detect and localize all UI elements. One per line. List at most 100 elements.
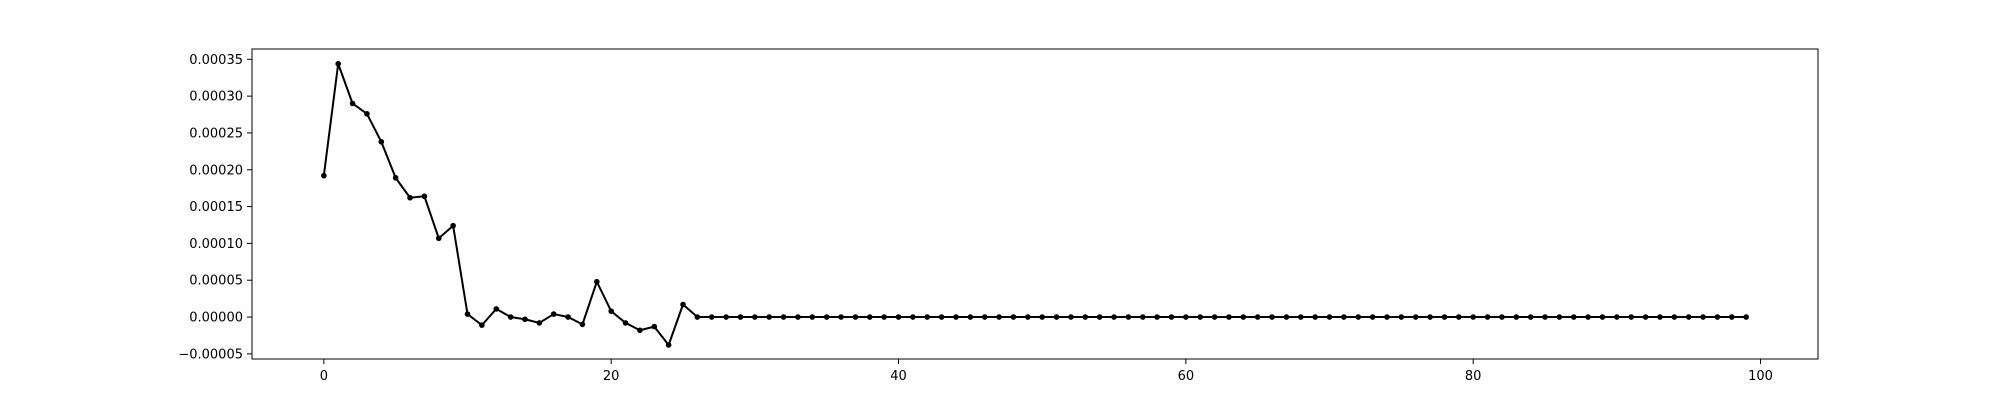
data-point bbox=[1657, 314, 1663, 320]
data-point bbox=[1139, 314, 1146, 320]
data-point bbox=[1369, 314, 1376, 320]
data-point bbox=[1269, 314, 1275, 320]
data-point bbox=[364, 110, 370, 117]
data-point bbox=[1312, 314, 1318, 320]
data-point bbox=[608, 308, 614, 314]
x-tick-label: 60 bbox=[1178, 369, 1195, 384]
y-tick-label: 0.00035 bbox=[189, 53, 243, 68]
data-point bbox=[1556, 314, 1563, 320]
data-point bbox=[1154, 314, 1160, 320]
data-point bbox=[723, 314, 729, 320]
data-point bbox=[349, 100, 356, 107]
data-point bbox=[1283, 314, 1290, 320]
data-point bbox=[1240, 314, 1247, 320]
data-point bbox=[1599, 314, 1606, 320]
data-point bbox=[1082, 314, 1089, 320]
data-point bbox=[1125, 314, 1132, 320]
data-point bbox=[1570, 314, 1577, 320]
data-point bbox=[1412, 314, 1419, 320]
y-tick-label: 0.00030 bbox=[189, 90, 243, 105]
data-point bbox=[1111, 314, 1117, 320]
data-point bbox=[881, 314, 887, 320]
data-point bbox=[1628, 314, 1635, 320]
data-point bbox=[1398, 314, 1405, 320]
data-point bbox=[1743, 314, 1749, 320]
data-point bbox=[565, 314, 571, 320]
data-point bbox=[1183, 314, 1189, 320]
data-point bbox=[1685, 314, 1692, 320]
data-point bbox=[823, 314, 830, 320]
y-tick-label: 0.00015 bbox=[189, 200, 243, 215]
data-point bbox=[780, 314, 787, 320]
data-point bbox=[1470, 314, 1476, 320]
data-point bbox=[1484, 314, 1491, 320]
data-point bbox=[335, 60, 342, 67]
data-point bbox=[1614, 314, 1620, 320]
x-tick-label: 20 bbox=[603, 369, 620, 384]
data-point bbox=[421, 193, 428, 200]
data-point bbox=[1326, 314, 1333, 320]
data-point bbox=[435, 235, 442, 242]
data-point bbox=[737, 314, 744, 320]
data-point bbox=[1096, 314, 1103, 320]
data-point bbox=[378, 138, 385, 145]
data-point bbox=[1585, 314, 1591, 320]
data-point bbox=[594, 278, 600, 285]
data-point bbox=[752, 314, 758, 320]
data-point bbox=[507, 314, 514, 320]
data-point bbox=[795, 314, 801, 320]
y-tick-label: 0.00010 bbox=[189, 237, 243, 252]
data-point bbox=[493, 306, 500, 312]
y-axis: −0.00005 0.00000 0.00005 0.00010 0.00015 0.00… bbox=[178, 53, 252, 362]
data-point bbox=[1700, 314, 1706, 320]
data-point bbox=[1297, 314, 1304, 320]
data-point bbox=[708, 314, 715, 320]
data-point bbox=[838, 314, 844, 320]
x-tick-label: 100 bbox=[1748, 369, 1773, 384]
data-point bbox=[1254, 314, 1261, 320]
data-point bbox=[464, 311, 471, 317]
data-point bbox=[981, 314, 988, 320]
data-point bbox=[852, 314, 859, 320]
data-point bbox=[1053, 314, 1060, 320]
data-point bbox=[392, 175, 399, 181]
data-point bbox=[579, 321, 586, 328]
data-point bbox=[680, 301, 686, 308]
plot-frame bbox=[251, 48, 1819, 360]
data-point bbox=[1441, 314, 1448, 320]
data-point bbox=[536, 320, 543, 326]
data-point bbox=[1025, 314, 1031, 320]
data-point bbox=[637, 327, 643, 334]
x-tick-label: 40 bbox=[890, 369, 907, 384]
data-point bbox=[766, 314, 773, 320]
data-point bbox=[450, 222, 456, 229]
data-point bbox=[1456, 314, 1462, 320]
data-point bbox=[522, 316, 528, 323]
data-point bbox=[910, 314, 916, 320]
y-tick-label: 0.00005 bbox=[189, 274, 243, 289]
data-point bbox=[809, 314, 816, 320]
data-point bbox=[924, 314, 931, 320]
data-point bbox=[1384, 314, 1390, 320]
data-point bbox=[1527, 314, 1534, 320]
data-point bbox=[1671, 314, 1678, 320]
y-tick-label: −0.00005 bbox=[178, 347, 243, 362]
data-point bbox=[622, 320, 629, 326]
data-point bbox=[895, 314, 902, 320]
y-tick-label: 0.00025 bbox=[189, 126, 243, 141]
y-tick-label: 0.00020 bbox=[189, 163, 243, 178]
data-point bbox=[1355, 314, 1362, 320]
data-point bbox=[407, 194, 413, 201]
data-point bbox=[651, 323, 658, 330]
data-point bbox=[1499, 314, 1505, 320]
data-point bbox=[1341, 314, 1347, 320]
data-point bbox=[1010, 314, 1017, 320]
series-line bbox=[322, 62, 1747, 347]
data-point bbox=[938, 314, 945, 320]
data-point bbox=[321, 172, 327, 179]
data-point bbox=[1197, 314, 1204, 320]
data-point bbox=[1714, 314, 1721, 320]
data-point bbox=[1513, 314, 1520, 320]
data-point bbox=[1211, 314, 1218, 320]
